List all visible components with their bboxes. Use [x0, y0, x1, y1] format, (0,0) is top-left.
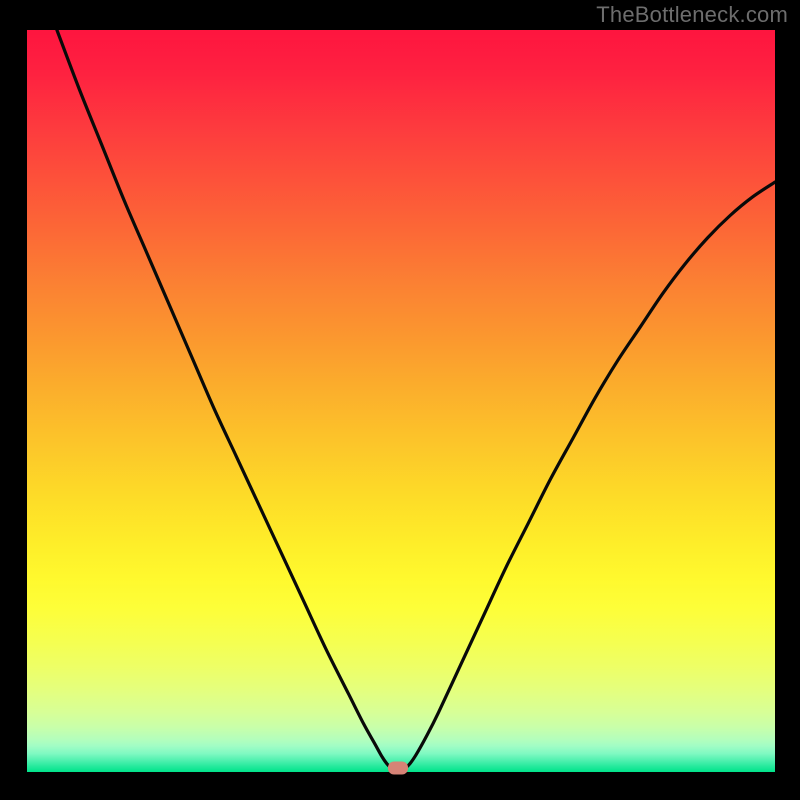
- watermark-text: TheBottleneck.com: [596, 2, 788, 28]
- plot-area: [27, 30, 775, 772]
- chart-container: TheBottleneck.com: [0, 0, 800, 800]
- bottleneck-curve: [57, 30, 775, 769]
- curve-layer: [27, 30, 775, 772]
- minimum-marker: [388, 762, 408, 775]
